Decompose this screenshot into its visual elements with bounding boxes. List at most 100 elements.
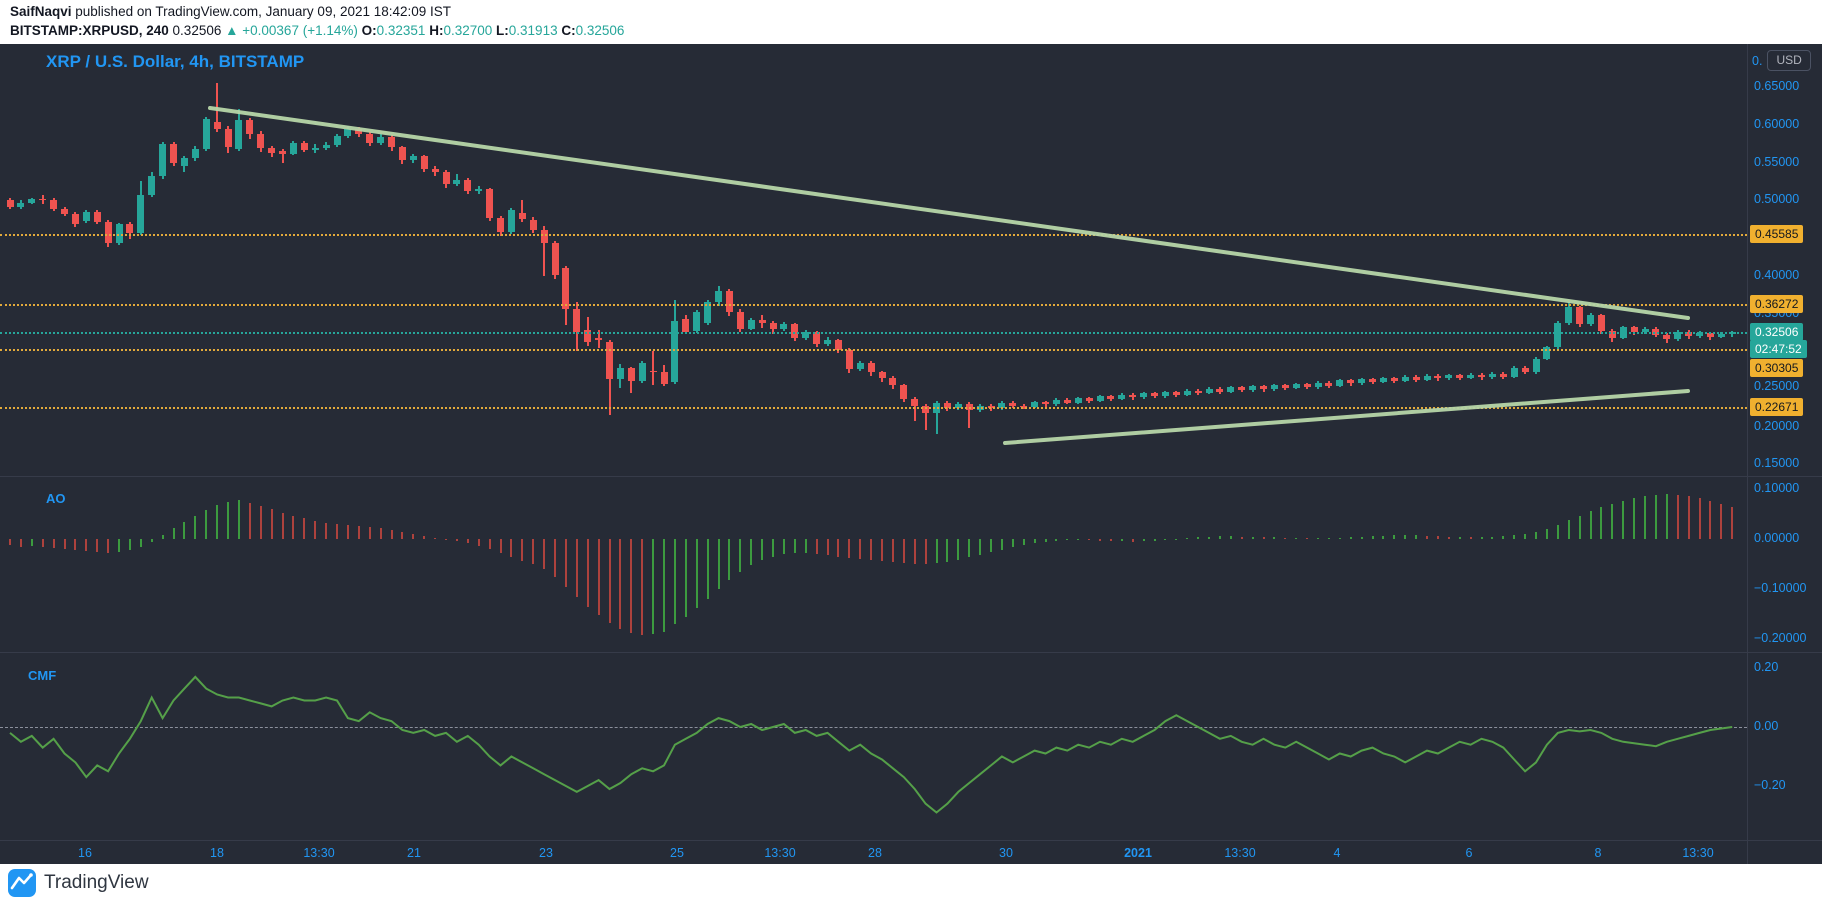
tradingview-brand-text[interactable]: TradingView	[44, 872, 149, 893]
candle	[1521, 367, 1529, 372]
candle	[398, 147, 406, 161]
time-axis-label: 13:30	[303, 846, 335, 860]
ao-bar	[172, 528, 175, 539]
open-label: O:	[361, 23, 377, 38]
current-price-label: 0.32506	[1750, 323, 1804, 341]
candle	[431, 168, 439, 172]
ao-bar	[466, 539, 469, 543]
candle	[159, 144, 167, 177]
candle	[1412, 376, 1420, 380]
candle	[1510, 367, 1518, 377]
ao-bar	[1556, 524, 1559, 539]
candle	[1630, 327, 1638, 333]
ao-bar	[1099, 539, 1101, 541]
candle	[715, 290, 722, 303]
candle	[1587, 315, 1594, 325]
tradingview-logo-icon[interactable]	[8, 869, 36, 897]
candle	[1488, 373, 1496, 378]
candle	[725, 290, 733, 312]
ao-bar	[881, 539, 883, 561]
candle	[736, 311, 744, 329]
ao-bar	[139, 539, 142, 547]
trendline-lower-ascending[interactable]	[1003, 389, 1690, 445]
candle-wick	[968, 402, 971, 429]
footer: TradingView	[0, 864, 1828, 902]
ao-bar	[554, 539, 556, 577]
candle	[802, 332, 810, 338]
ao-bar	[1109, 539, 1112, 541]
chart-plot-area[interactable]	[0, 44, 1747, 864]
ao-bar	[1349, 537, 1352, 539]
time-axis-label: 23	[539, 846, 553, 860]
ao-bar	[641, 539, 644, 635]
candle	[224, 128, 232, 147]
ao-bar	[128, 539, 131, 550]
candle	[529, 219, 537, 230]
ao-bar	[1295, 537, 1298, 539]
candle	[344, 129, 352, 137]
ao-bar	[1197, 537, 1200, 539]
candle	[137, 194, 145, 233]
candle	[867, 362, 875, 373]
symbol-ohlc-row: BITSTAMP:XRPUSD, 240 0.32506 ▲ +0.00367 …	[10, 23, 624, 38]
ao-bar	[663, 539, 665, 632]
candle-wick	[924, 404, 927, 430]
price-alert-label: 0.45585	[1750, 225, 1804, 243]
candle	[1478, 374, 1485, 378]
ao-bar	[826, 539, 829, 555]
chart-legend-title[interactable]: XRP / U.S. Dollar, 4h, BITSTAMP	[46, 52, 305, 71]
candle	[257, 133, 265, 149]
chart-canvas[interactable]: XRP / U.S. Dollar, 4h, BITSTAMP AO CMF 0…	[0, 44, 1822, 864]
candle	[1107, 396, 1115, 399]
ao-bar	[1600, 507, 1603, 539]
trendline-upper-descending[interactable]	[208, 106, 1690, 320]
candle	[1543, 347, 1551, 359]
ao-bar	[761, 539, 764, 560]
ao-bar	[1698, 498, 1701, 539]
ao-bar	[913, 539, 916, 564]
ao-bar	[782, 539, 785, 554]
candle	[758, 319, 766, 323]
candle	[1129, 394, 1137, 398]
candle	[813, 332, 821, 344]
candle	[1020, 405, 1028, 408]
candle	[1434, 375, 1442, 379]
candle	[453, 180, 461, 185]
candle	[911, 398, 919, 407]
candle	[1009, 402, 1017, 406]
candle	[322, 145, 330, 148]
ao-bar	[1077, 539, 1080, 540]
ao-pane-label[interactable]: AO	[46, 491, 66, 506]
time-axis-label: 25	[670, 846, 684, 860]
candle	[540, 229, 548, 243]
ao-bar	[423, 535, 426, 539]
candle	[1227, 387, 1235, 392]
candle	[878, 372, 886, 378]
candle	[202, 119, 210, 149]
cmf-zero-line	[0, 727, 1747, 728]
candle	[191, 148, 199, 158]
ao-bar	[1000, 539, 1003, 550]
price-axis[interactable]: 0.65000 0.60000 0.55000 0.50000 0.40000 0.350…	[1747, 44, 1822, 864]
ao-bar	[292, 515, 295, 539]
candle	[486, 189, 494, 219]
price-level-line	[0, 304, 1747, 306]
ao-bar	[379, 528, 382, 539]
candle	[1270, 385, 1278, 390]
currency-button[interactable]: USD	[1767, 50, 1811, 71]
ao-bar	[85, 539, 88, 551]
ao-bar	[1676, 494, 1679, 539]
candle	[595, 338, 603, 341]
ao-bar	[19, 539, 22, 547]
ao-bar	[96, 539, 99, 552]
ao-bar	[848, 539, 851, 558]
candle	[180, 157, 188, 166]
candle	[1663, 334, 1671, 340]
ao-bar	[1480, 537, 1483, 539]
ao-bar	[41, 539, 44, 547]
candle	[1717, 333, 1725, 337]
bar-countdown-label: 02:47:52	[1750, 340, 1807, 358]
axis-prefix: 0.	[1752, 53, 1763, 68]
cmf-pane-label[interactable]: CMF	[28, 668, 57, 683]
candle	[856, 362, 864, 370]
